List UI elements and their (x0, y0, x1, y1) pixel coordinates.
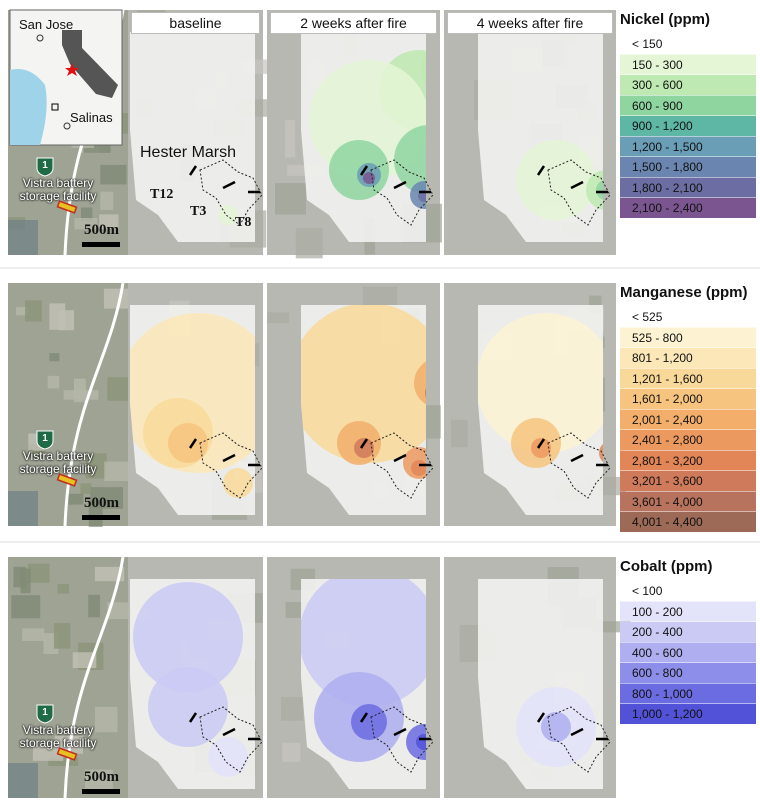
legend-label: < 525 (632, 307, 662, 327)
field (104, 462, 131, 481)
terrain (275, 183, 306, 214)
terrain (267, 312, 289, 323)
legend-label: 200 - 400 (632, 622, 683, 642)
terrain (451, 420, 468, 447)
legend-label: < 150 (632, 34, 662, 54)
terrain (296, 228, 323, 258)
legend-label: 1,800 - 2,100 (632, 178, 703, 198)
legend-label: 2,001 - 2,400 (632, 410, 703, 430)
legend-title: Nickel (ppm) (620, 11, 710, 28)
legend-label: 1,201 - 1,600 (632, 369, 703, 389)
terrain (282, 743, 300, 762)
panel-title: 4 weeks after fire (447, 12, 613, 34)
field (54, 623, 70, 649)
legend-label: 525 - 800 (632, 328, 683, 348)
concentration-zone (411, 460, 427, 476)
legend-label: 2,801 - 3,200 (632, 451, 703, 471)
legend-label: 4,001 - 4,400 (632, 512, 703, 532)
field (11, 595, 40, 618)
scale-label: 500m (84, 769, 119, 786)
legend-label: 2,401 - 2,800 (632, 430, 703, 450)
facility-label: Vistra battery storage facility (8, 450, 108, 476)
concentration-layer (516, 687, 596, 767)
inset-label: San Jose (19, 17, 73, 32)
panel-title: 2 weeks after fire (270, 12, 437, 34)
concentration-zone (351, 704, 387, 740)
concentration-zone (223, 468, 253, 498)
field (80, 483, 91, 494)
highway-shield-label: 1 (38, 160, 52, 171)
concentration-zone (208, 737, 248, 777)
legend-label: 1,200 - 1,500 (632, 137, 703, 157)
field (48, 376, 60, 389)
terrain (281, 697, 303, 721)
figure: 1 Vistra battery storage facility 500m Nick… (0, 0, 760, 802)
scale-label: 500m (84, 222, 119, 239)
concentration-zone (354, 438, 374, 458)
field (64, 390, 99, 400)
legend-title: Cobalt (ppm) (620, 558, 712, 575)
highway-shield-label: 1 (38, 433, 52, 444)
field (69, 494, 84, 505)
concentration-zone (168, 423, 208, 463)
facility-label: Vistra battery storage facility (8, 724, 108, 750)
concentration-layer (299, 567, 442, 762)
field (49, 353, 59, 361)
legend-label: 3,201 - 3,600 (632, 471, 703, 491)
scale-bar (82, 515, 120, 520)
scale-bar (82, 242, 120, 247)
site-label: T8 (235, 215, 251, 231)
field (57, 584, 69, 594)
field (25, 300, 42, 321)
inset-label: Salinas (70, 110, 113, 125)
scale-label: 500m (84, 495, 119, 512)
facility-label: Vistra battery storage facility (8, 177, 108, 203)
legend-label: 400 - 600 (632, 643, 683, 663)
legend-label: 100 - 200 (632, 602, 683, 622)
legend-label: 900 - 1,200 (632, 116, 693, 136)
site-label: Hester Marsh (140, 144, 236, 162)
legend-label: < 100 (632, 581, 662, 601)
legend-label: 3,601 - 4,000 (632, 492, 703, 512)
inset-water (10, 69, 47, 145)
field (22, 628, 44, 641)
legend-label: 1,601 - 2,000 (632, 389, 703, 409)
legend-label: 1,000 - 1,200 (632, 704, 703, 724)
concentration-zone (148, 667, 228, 747)
panel-title: baseline (131, 12, 260, 34)
concentration-zone (516, 140, 596, 220)
terrain (285, 120, 295, 157)
concentration-zone (541, 712, 571, 742)
water (8, 763, 38, 798)
legend-label: 600 - 900 (632, 96, 683, 116)
highway-shield-label: 1 (38, 707, 52, 718)
legend-label: 300 - 600 (632, 75, 683, 95)
legend-label: 2,100 - 2,400 (632, 198, 703, 218)
site-label: T3 (190, 204, 206, 220)
legend-label: 801 - 1,200 (632, 348, 693, 368)
water (8, 491, 38, 526)
legend-label: 150 - 300 (632, 55, 683, 75)
legend-title: Manganese (ppm) (620, 284, 748, 301)
field (21, 569, 31, 594)
legend-label: 1,500 - 1,800 (632, 157, 703, 177)
field (49, 303, 65, 329)
legend-label: 800 - 1,000 (632, 684, 693, 704)
legend-label: 600 - 800 (632, 663, 683, 683)
water (8, 220, 38, 255)
field (88, 595, 100, 618)
field (28, 564, 50, 583)
scale-bar (82, 789, 120, 794)
concentration-zone (531, 438, 551, 458)
site-label: T12 (150, 187, 173, 203)
